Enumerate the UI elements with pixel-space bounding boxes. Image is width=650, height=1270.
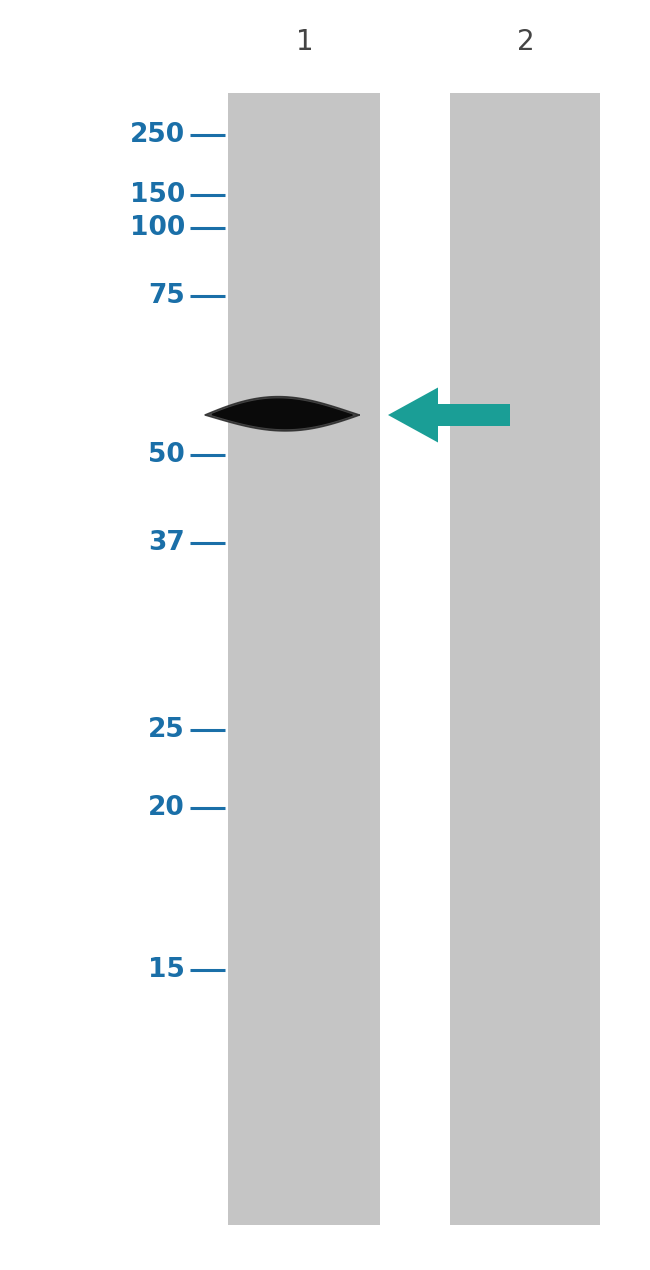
- Bar: [228, 93, 380, 1226]
- Text: 1: 1: [296, 28, 314, 56]
- Text: 150: 150: [130, 182, 185, 208]
- Text: 250: 250: [130, 122, 185, 149]
- Text: 50: 50: [148, 442, 185, 469]
- Text: 15: 15: [148, 958, 185, 983]
- Bar: [450, 93, 600, 1226]
- Polygon shape: [388, 387, 510, 442]
- Text: 100: 100: [130, 215, 185, 241]
- Text: 75: 75: [148, 283, 185, 309]
- Text: 20: 20: [148, 795, 185, 820]
- Polygon shape: [213, 399, 352, 428]
- Text: 25: 25: [148, 718, 185, 743]
- Text: 37: 37: [148, 530, 185, 556]
- Polygon shape: [205, 396, 359, 431]
- Text: 2: 2: [517, 28, 535, 56]
